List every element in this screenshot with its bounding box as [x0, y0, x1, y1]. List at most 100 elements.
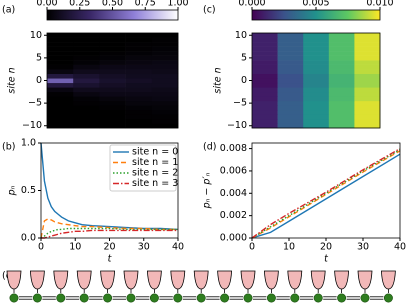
heatmap-cell	[252, 114, 278, 120]
heatmap-cell	[47, 60, 74, 65]
heatmap-cell	[73, 114, 100, 120]
heatmap-cell	[73, 33, 100, 38]
cup	[146, 270, 162, 290]
heatmap-cell	[328, 87, 355, 93]
heatmap-cell	[99, 55, 126, 61]
panel-label: (c)	[203, 5, 216, 16]
heatmap-cell	[99, 37, 126, 43]
heatmap-cell	[47, 46, 74, 52]
heatmap-cell	[354, 118, 381, 124]
heatmap-cell	[125, 91, 153, 97]
heatmap-cell	[73, 60, 100, 65]
axes-frame	[251, 142, 401, 239]
heatmap-cell	[277, 91, 304, 97]
heatmap-cell	[99, 87, 126, 93]
y-axis-label: pₙ	[7, 185, 18, 196]
heatmap-cell	[47, 64, 74, 70]
series-line	[40, 142, 179, 231]
heatmap-cell	[47, 118, 74, 124]
heatmap-cell	[151, 33, 179, 38]
x-axis-label: t	[324, 254, 329, 265]
heatmap-cell	[252, 109, 278, 115]
heatmap-cell	[125, 105, 153, 111]
heatmap-cell	[277, 118, 304, 124]
heatmap-cell	[277, 37, 304, 43]
heatmap-cell	[252, 60, 278, 65]
heatmap-cell	[303, 78, 330, 84]
cup	[380, 270, 396, 290]
heatmap-cell	[277, 64, 304, 70]
heatmap-cell	[303, 73, 330, 79]
heatmap-cell	[328, 109, 355, 115]
heatmap-cell	[125, 33, 153, 38]
y-tick-label: −10	[22, 120, 42, 131]
heatmap-cell	[73, 109, 100, 115]
series-line	[251, 150, 401, 239]
heatmap-cell	[252, 82, 278, 88]
y-axis-label: site n	[7, 67, 18, 93]
heatmap-cell	[47, 42, 74, 47]
heatmap-cell	[73, 46, 100, 52]
cup	[6, 270, 22, 290]
heatmap-cell	[303, 105, 330, 111]
heatmap-cell	[303, 91, 330, 97]
heatmap-cell	[99, 82, 126, 88]
heatmap-cell	[252, 73, 278, 79]
heatmap-cell	[151, 87, 179, 93]
heatmap-cell	[252, 100, 278, 106]
site	[243, 293, 253, 303]
heatmap-cell	[354, 82, 381, 88]
heatmap-cell	[73, 91, 100, 97]
heatmap-cell	[99, 118, 126, 124]
heatmap-cell	[354, 37, 381, 43]
heatmap-cell	[125, 100, 153, 106]
heatmap-cell	[151, 82, 179, 88]
site	[173, 293, 183, 303]
heatmap-cell	[354, 123, 381, 129]
legend-label: site n = 3	[132, 178, 178, 189]
heatmap-cell	[73, 96, 100, 102]
site	[313, 293, 323, 303]
y-tick-label: −10	[227, 120, 247, 131]
heatmap-cell	[252, 33, 278, 38]
heatmap-cell	[73, 118, 100, 124]
heatmap-cell	[125, 60, 153, 65]
site	[126, 293, 136, 303]
heatmap-cell	[99, 96, 126, 102]
heatmap-cell	[277, 51, 304, 56]
heatmap-cell	[47, 78, 74, 84]
heatmap-cell	[328, 91, 355, 97]
y-tick-label: 5	[241, 52, 247, 63]
heatmap-cell	[252, 51, 278, 56]
site	[56, 293, 66, 303]
heatmap-cell	[73, 55, 100, 61]
heatmap-cell	[277, 33, 304, 38]
heatmap-cell	[47, 69, 74, 75]
cup	[287, 270, 303, 290]
heatmap-cell	[277, 105, 304, 111]
heatmap-cell	[151, 96, 179, 102]
heatmap-cell	[328, 105, 355, 111]
heatmap-cell	[125, 82, 153, 88]
heatmap-cell	[125, 109, 153, 115]
x-tick-label: 30	[138, 242, 150, 253]
heatmap-cell	[151, 46, 179, 52]
heatmap-cell	[328, 118, 355, 124]
heatmap-cell	[73, 123, 100, 129]
y-tick-label: 0.0	[21, 233, 36, 244]
heatmap-cell	[151, 100, 179, 106]
heatmap-cell	[303, 96, 330, 102]
heatmap-cell	[277, 78, 304, 84]
heatmap-cell	[328, 96, 355, 102]
heatmap-cell	[277, 55, 304, 61]
y-tick-label: 0.000	[220, 233, 247, 244]
heatmap-cell	[354, 73, 381, 79]
heatmap-cell	[303, 51, 330, 56]
heatmap-cell	[328, 78, 355, 84]
series-line	[251, 147, 401, 239]
colorbar-tick-label: 0.75	[135, 0, 156, 9]
heatmap-cell	[303, 87, 330, 93]
heatmap-cell	[277, 46, 304, 52]
colorbar-tick-label: 1.00	[167, 0, 188, 9]
heatmap-cell	[151, 73, 179, 79]
